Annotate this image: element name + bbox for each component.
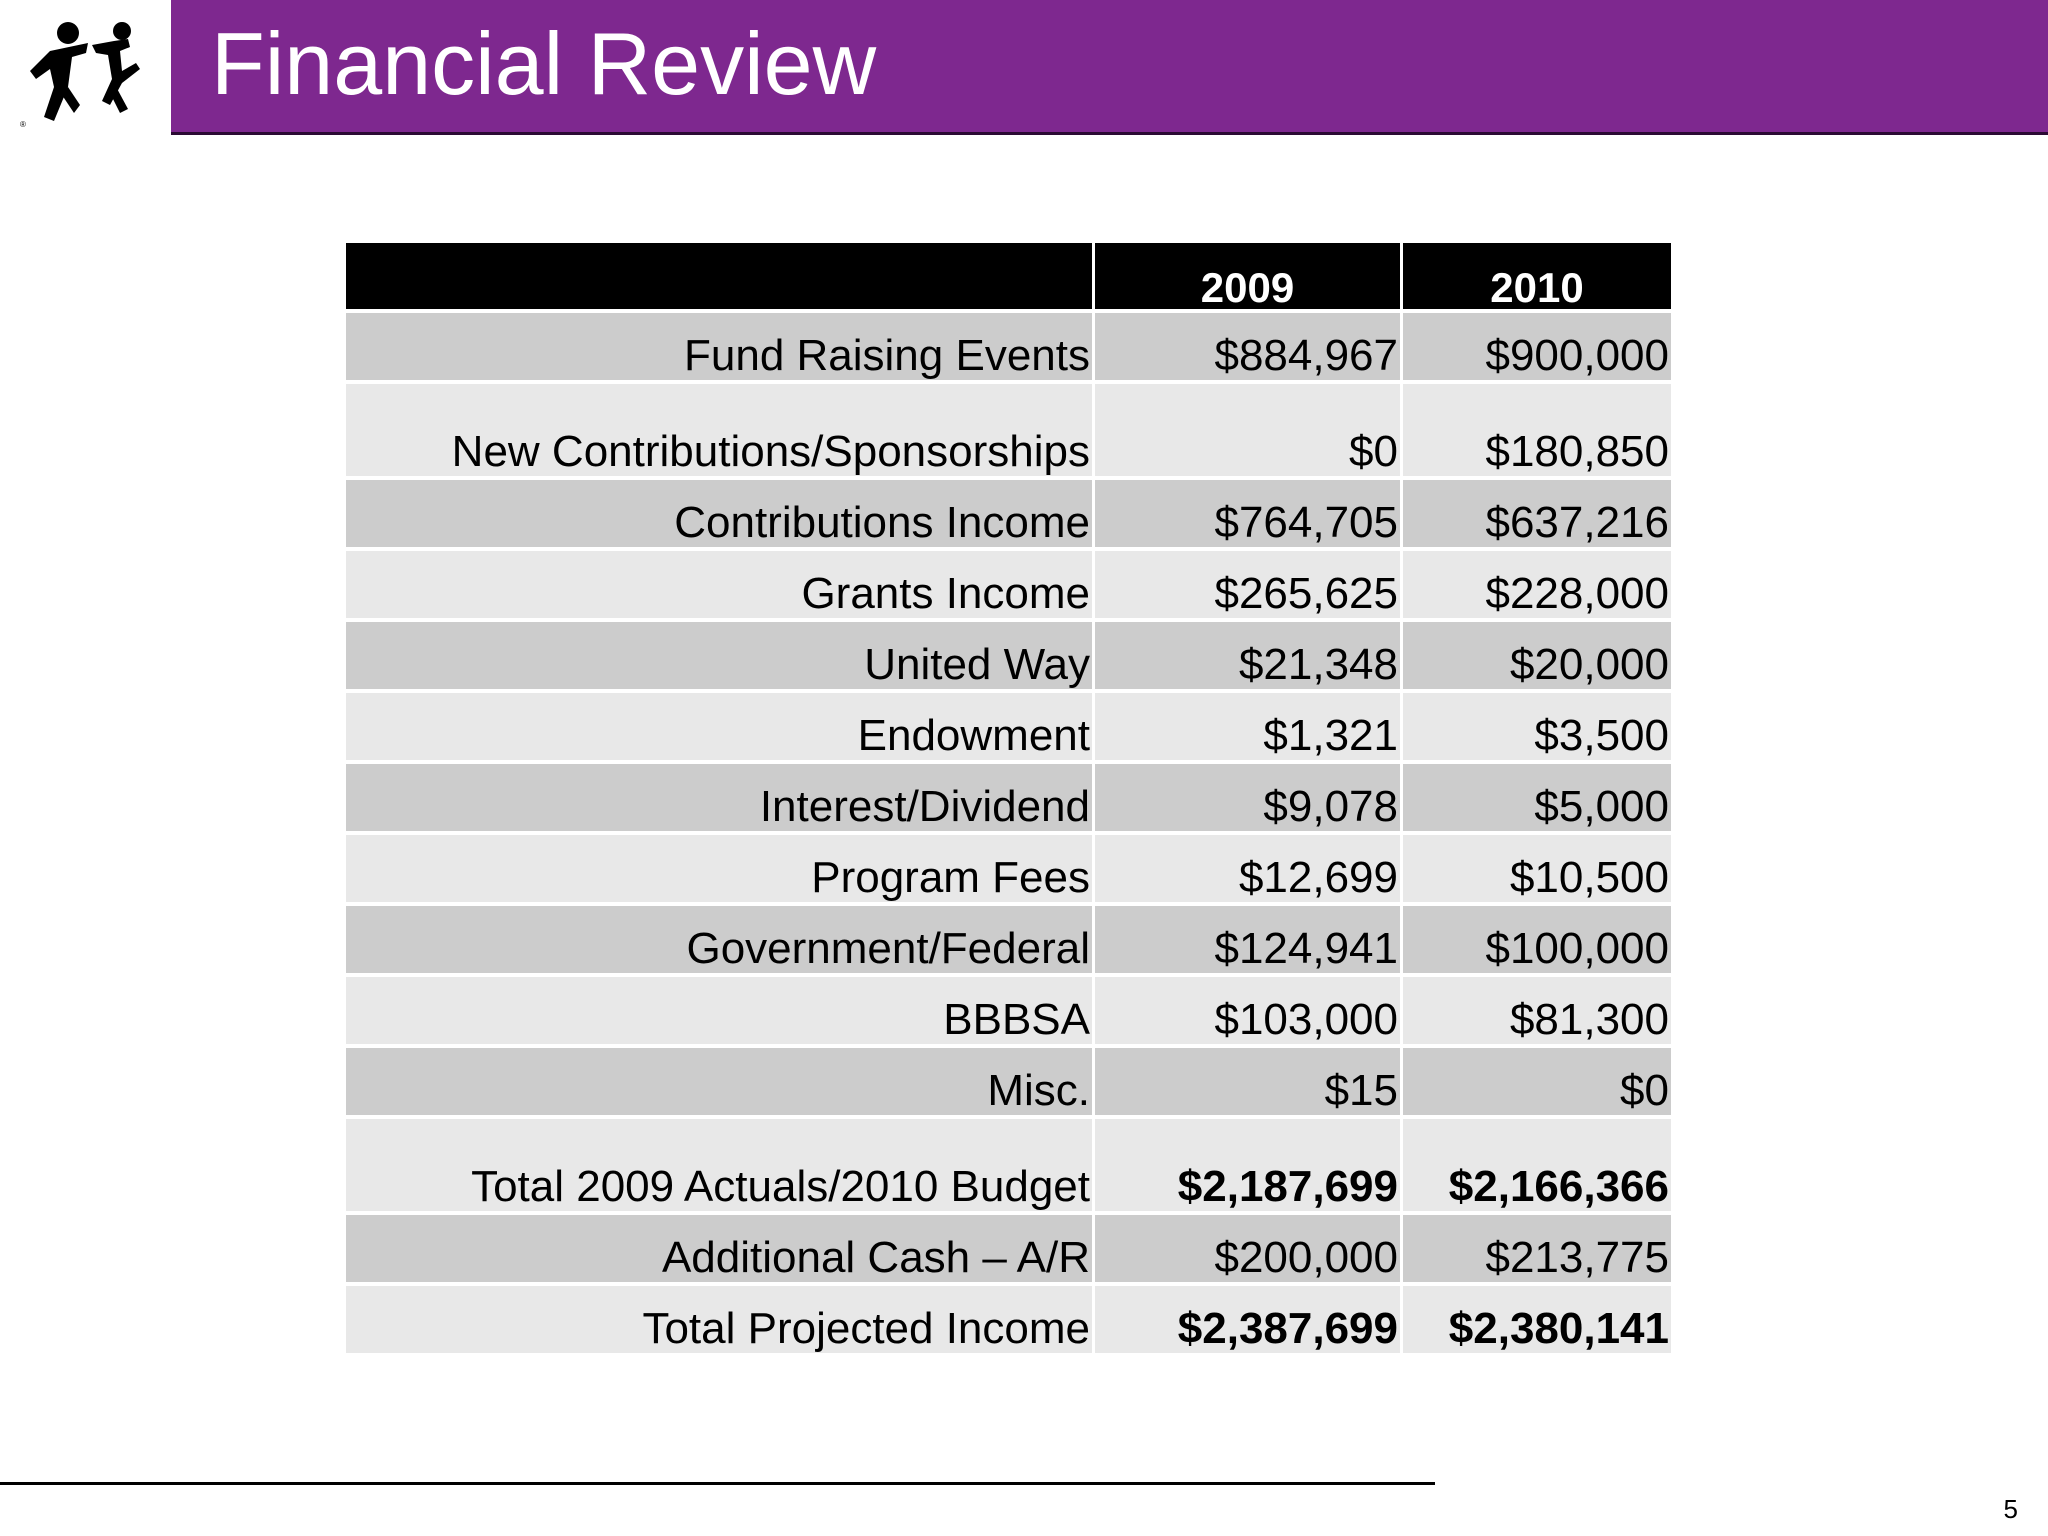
value-2009: $0: [1095, 384, 1400, 476]
value-2010: $637,216: [1403, 480, 1671, 547]
value-2009: $124,941: [1095, 906, 1400, 973]
column-header-2009: 2009: [1095, 243, 1400, 309]
row-label: Additional Cash – A/R: [346, 1215, 1092, 1282]
value-2009: $2,187,699: [1095, 1119, 1400, 1211]
row-label: Fund Raising Events: [346, 313, 1092, 380]
table-row: Misc. $15 $0: [346, 1048, 1671, 1115]
row-label: Contributions Income: [346, 480, 1092, 547]
table-header-row: 2009 2010: [346, 243, 1671, 309]
svg-text:®: ®: [20, 120, 26, 129]
row-label: Misc.: [346, 1048, 1092, 1115]
table-row: Additional Cash – A/R $200,000 $213,775: [346, 1215, 1671, 1282]
value-2009: $764,705: [1095, 480, 1400, 547]
value-2010: $3,500: [1403, 693, 1671, 760]
value-2010: $100,000: [1403, 906, 1671, 973]
logo: ®: [0, 0, 170, 138]
table-row: Government/Federal $124,941 $100,000: [346, 906, 1671, 973]
table-row-total: Total Projected Income $2,387,699 $2,380…: [346, 1286, 1671, 1353]
row-label: New Contributions/Sponsorships: [346, 384, 1092, 476]
page-number: 5: [2003, 1494, 2018, 1524]
table-row: BBBSA $103,000 $81,300: [346, 977, 1671, 1044]
value-2010: $180,850: [1403, 384, 1671, 476]
table-row-total: Total 2009 Actuals/2010 Budget $2,187,69…: [346, 1119, 1671, 1211]
value-2009: $15: [1095, 1048, 1400, 1115]
table-row: Contributions Income $764,705 $637,216: [346, 480, 1671, 547]
row-label: United Way: [346, 622, 1092, 689]
table-row: Interest/Dividend $9,078 $5,000: [346, 764, 1671, 831]
value-2009: $2,387,699: [1095, 1286, 1400, 1353]
row-label: Endowment: [346, 693, 1092, 760]
value-2009: $12,699: [1095, 835, 1400, 902]
value-2010: $10,500: [1403, 835, 1671, 902]
value-2010: $81,300: [1403, 977, 1671, 1044]
page-title: Financial Review: [211, 14, 877, 113]
footer-divider: [0, 1482, 1435, 1485]
value-2010: $228,000: [1403, 551, 1671, 618]
value-2010: $2,380,141: [1403, 1286, 1671, 1353]
title-bar: Financial Review: [171, 0, 2048, 135]
value-2010: $213,775: [1403, 1215, 1671, 1282]
table-corner-header: [346, 243, 1092, 309]
column-header-2010: 2010: [1403, 243, 1671, 309]
value-2009: $1,321: [1095, 693, 1400, 760]
table-row: New Contributions/Sponsorships $0 $180,8…: [346, 384, 1671, 476]
row-label: Program Fees: [346, 835, 1092, 902]
table-row: Fund Raising Events $884,967 $900,000: [346, 313, 1671, 380]
financial-table: 2009 2010 Fund Raising Events $884,967 $…: [343, 239, 1674, 1357]
value-2009: $884,967: [1095, 313, 1400, 380]
row-label: Interest/Dividend: [346, 764, 1092, 831]
table-row: Endowment $1,321 $3,500: [346, 693, 1671, 760]
value-2010: $2,166,366: [1403, 1119, 1671, 1211]
row-label: BBBSA: [346, 977, 1092, 1044]
table-row: United Way $21,348 $20,000: [346, 622, 1671, 689]
table-row: Grants Income $265,625 $228,000: [346, 551, 1671, 618]
value-2010: $0: [1403, 1048, 1671, 1115]
value-2010: $20,000: [1403, 622, 1671, 689]
value-2010: $900,000: [1403, 313, 1671, 380]
value-2009: $265,625: [1095, 551, 1400, 618]
value-2009: $200,000: [1095, 1215, 1400, 1282]
row-label: Total Projected Income: [346, 1286, 1092, 1353]
row-label: Grants Income: [346, 551, 1092, 618]
table-row: Program Fees $12,699 $10,500: [346, 835, 1671, 902]
row-label: Government/Federal: [346, 906, 1092, 973]
value-2009: $103,000: [1095, 977, 1400, 1044]
value-2009: $9,078: [1095, 764, 1400, 831]
value-2009: $21,348: [1095, 622, 1400, 689]
value-2010: $5,000: [1403, 764, 1671, 831]
mentoring-figures-logo-icon: ®: [20, 22, 140, 129]
row-label: Total 2009 Actuals/2010 Budget: [346, 1119, 1092, 1211]
